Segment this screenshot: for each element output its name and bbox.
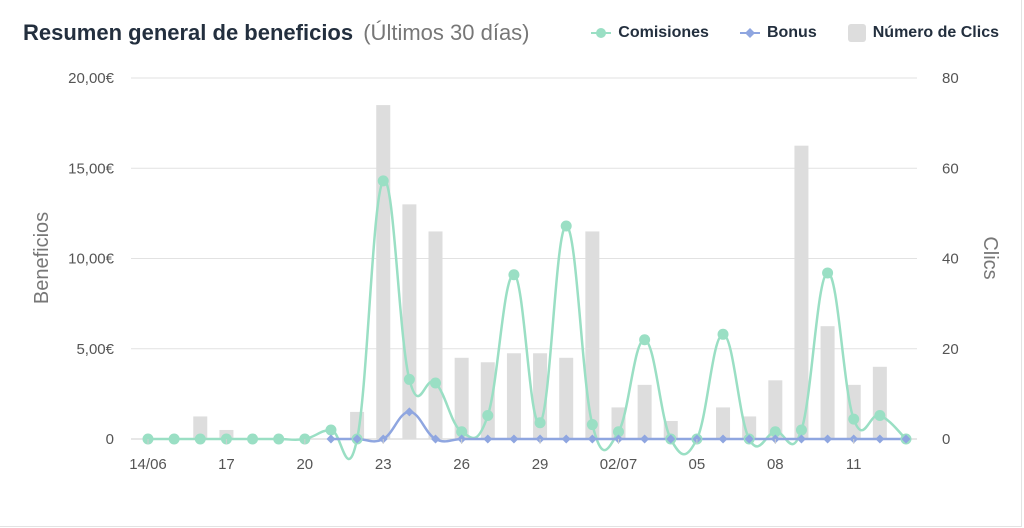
circle-line-marker-icon <box>591 28 612 38</box>
y-right-tick-label: 0 <box>942 431 950 448</box>
point-comisiones[interactable] <box>482 410 494 422</box>
bar-clics[interactable] <box>559 357 574 439</box>
point-bonus[interactable] <box>718 434 728 444</box>
y-right-tick-label: 20 <box>942 341 959 358</box>
line-comisiones <box>148 179 907 461</box>
point-comisiones[interactable] <box>247 433 259 445</box>
point-bonus[interactable] <box>404 407 414 417</box>
square-marker-icon <box>847 24 866 42</box>
point-bonus[interactable] <box>352 434 362 444</box>
point-bonus[interactable] <box>901 434 911 444</box>
point-bonus[interactable] <box>561 434 571 444</box>
bar-clics[interactable] <box>480 362 495 439</box>
axes: 0 5,00€ 10,00€ 15,00€ 20,00€ 0 20 40 60 80 Benefic… <box>31 70 1001 473</box>
x-tick-label: 17 <box>218 456 235 473</box>
bar-clics[interactable] <box>637 384 652 439</box>
y-left-axis-title: Beneficios <box>31 212 53 304</box>
y-left-tick-label: 20,00€ <box>68 70 115 87</box>
x-tick-label: 29 <box>532 456 549 473</box>
legend-label-clics: Número de Clics <box>872 24 999 41</box>
y-left-tick-label: 5,00€ <box>76 341 114 358</box>
point-comisiones[interactable] <box>168 433 180 445</box>
x-tick-label: 23 <box>375 456 392 473</box>
point-bonus[interactable] <box>483 434 493 444</box>
bar-clics[interactable] <box>454 357 469 439</box>
bar-clics[interactable] <box>402 204 417 439</box>
point-comisiones[interactable] <box>403 373 415 385</box>
x-tick-label: 02/07 <box>600 456 638 473</box>
point-bonus[interactable] <box>796 434 806 444</box>
point-bonus[interactable] <box>431 434 441 444</box>
point-comisiones[interactable] <box>325 424 337 436</box>
bars-clics <box>193 105 887 439</box>
bar-clics[interactable] <box>428 231 443 439</box>
point-bonus[interactable] <box>640 434 650 444</box>
x-tick-label: 26 <box>453 456 470 473</box>
point-comisiones[interactable] <box>769 426 781 438</box>
y-left-tick-label: 0 <box>106 431 114 448</box>
x-tick-label: 20 <box>296 456 313 473</box>
legend-item-clics[interactable]: Número de Clics <box>847 23 999 43</box>
point-bonus[interactable] <box>326 434 336 444</box>
legend-item-bonus[interactable]: Bonus <box>739 24 817 42</box>
point-comisiones[interactable] <box>430 377 442 389</box>
point-comisiones[interactable] <box>586 419 598 431</box>
point-comisiones[interactable] <box>639 334 651 346</box>
point-comisiones[interactable] <box>534 417 546 429</box>
point-comisiones[interactable] <box>508 269 520 281</box>
point-comisiones[interactable] <box>874 410 886 422</box>
legend-label-comisiones: Comisiones <box>618 24 709 41</box>
bar-clics[interactable] <box>872 366 887 439</box>
y-right-tick-label: 60 <box>942 160 959 177</box>
point-comisiones[interactable] <box>194 433 206 445</box>
y-right-axis-title: Clics <box>979 236 1001 279</box>
chart-subtitle: (Últimos 30 días) <box>363 20 530 45</box>
bar-clics[interactable] <box>768 380 783 439</box>
legend-label-bonus: Bonus <box>766 24 817 41</box>
point-bonus[interactable] <box>666 434 676 444</box>
diamond-line-marker-icon <box>739 28 760 38</box>
point-comisiones[interactable] <box>848 413 860 425</box>
x-tick-label: 05 <box>689 456 706 473</box>
x-tick-label: 08 <box>767 456 784 473</box>
bar-clics[interactable] <box>794 145 809 439</box>
y-right-tick-label: 40 <box>942 251 959 268</box>
y-left-tick-label: 15,00€ <box>68 160 115 177</box>
x-tick-label: 11 <box>846 456 862 473</box>
bar-clics[interactable] <box>193 416 208 439</box>
point-comisiones[interactable] <box>377 175 389 187</box>
point-comisiones[interactable] <box>456 426 468 438</box>
chart-header: Resumen general de beneficios (Últimos 3… <box>23 20 530 46</box>
point-bonus[interactable] <box>509 434 519 444</box>
point-bonus[interactable] <box>587 434 597 444</box>
series-lines <box>148 179 907 461</box>
y-right-tick-label: 80 <box>942 70 959 87</box>
y-left-tick-label: 10,00€ <box>68 251 115 268</box>
legend-item-comisiones[interactable]: Comisiones <box>590 24 709 42</box>
point-comisiones[interactable] <box>795 424 807 436</box>
point-bonus[interactable] <box>875 434 885 444</box>
bar-clics[interactable] <box>376 105 391 439</box>
point-comisiones[interactable] <box>822 267 834 279</box>
chart-title: Resumen general de beneficios <box>23 20 354 45</box>
bar-clics[interactable] <box>585 231 600 439</box>
point-comisiones[interactable] <box>717 328 729 340</box>
bar-clics[interactable] <box>506 353 521 439</box>
bar-clics[interactable] <box>820 326 835 439</box>
x-tick-label: 14/06 <box>129 456 167 473</box>
bar-clics[interactable] <box>716 407 731 439</box>
point-comisiones[interactable] <box>273 433 285 445</box>
chart-legend: Comisiones Bonus Número de Clics <box>590 23 999 43</box>
point-bonus[interactable] <box>823 434 833 444</box>
point-bonus[interactable] <box>744 434 754 444</box>
point-comisiones[interactable] <box>560 220 572 232</box>
point-comisiones[interactable] <box>612 426 624 438</box>
